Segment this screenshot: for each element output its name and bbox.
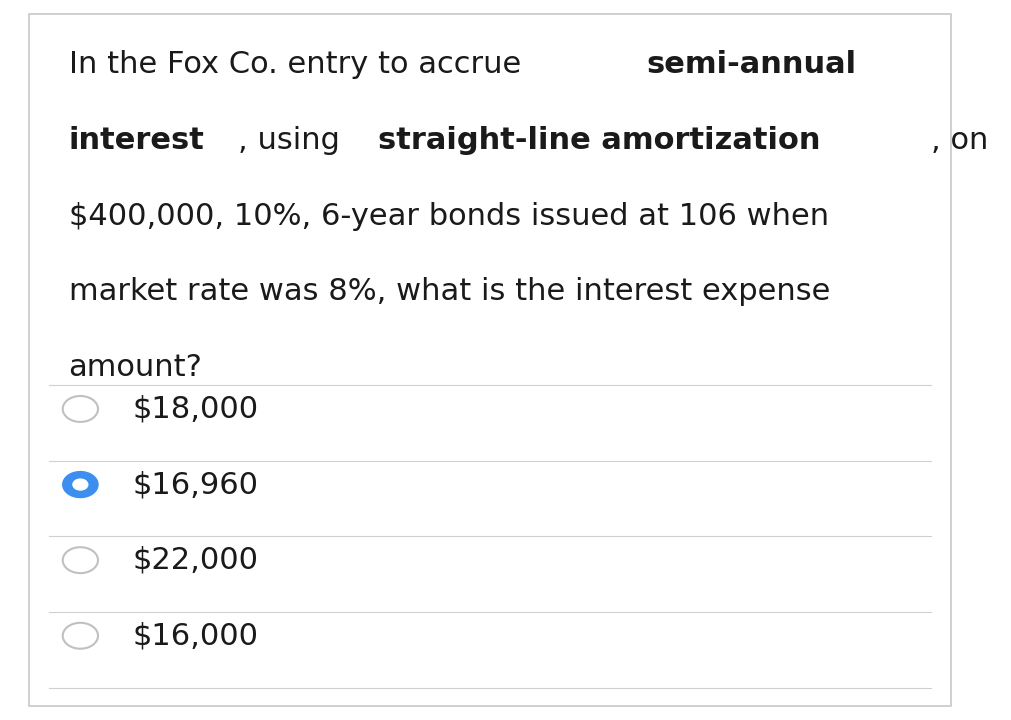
- FancyBboxPatch shape: [29, 14, 949, 706]
- Text: straight-line amortization: straight-line amortization: [377, 126, 820, 155]
- Text: $16,000: $16,000: [132, 621, 258, 650]
- Text: , on: , on: [930, 126, 987, 155]
- Circle shape: [73, 479, 88, 490]
- Text: In the Fox Co. entry to accrue: In the Fox Co. entry to accrue: [69, 50, 530, 79]
- Text: , using: , using: [239, 126, 350, 155]
- Text: semi-annual: semi-annual: [645, 50, 855, 79]
- Text: $18,000: $18,000: [132, 395, 258, 423]
- Text: interest: interest: [69, 126, 204, 155]
- Text: market rate was 8%, what is the interest expense: market rate was 8%, what is the interest…: [69, 277, 829, 306]
- Text: $22,000: $22,000: [132, 546, 258, 575]
- Text: $16,960: $16,960: [132, 470, 258, 499]
- Circle shape: [63, 472, 98, 498]
- Text: amount?: amount?: [69, 353, 202, 382]
- Text: $400,000, 10%, 6-year bonds issued at 106 when: $400,000, 10%, 6-year bonds issued at 10…: [69, 202, 828, 230]
